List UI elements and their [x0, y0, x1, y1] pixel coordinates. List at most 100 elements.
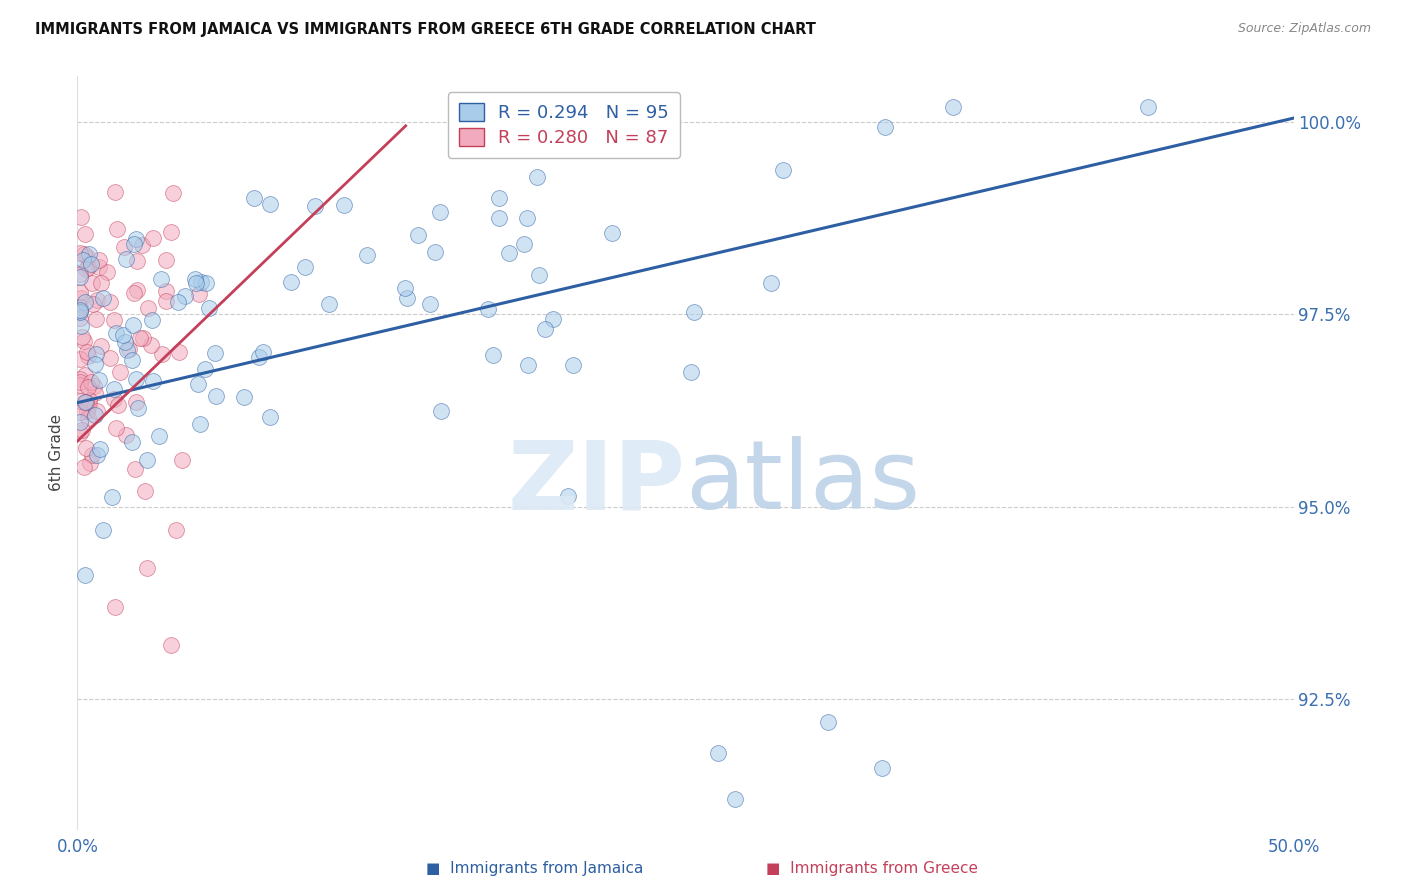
Point — [86, 293, 108, 307]
Point — [77, 349, 100, 363]
Point — [304, 199, 326, 213]
Point — [160, 638, 183, 652]
Point — [488, 211, 510, 225]
Point — [73, 395, 96, 409]
Point — [173, 289, 195, 303]
Point — [419, 297, 441, 311]
Point — [280, 276, 302, 290]
Text: Source: ZipAtlas.com: Source: ZipAtlas.com — [1237, 22, 1371, 36]
Point — [82, 297, 104, 311]
Point — [139, 338, 162, 352]
Point — [87, 373, 110, 387]
Point — [166, 294, 188, 309]
Point — [513, 237, 536, 252]
Point — [131, 238, 153, 252]
Point — [160, 225, 183, 239]
Point — [121, 353, 143, 368]
Point — [75, 394, 97, 409]
Point — [142, 230, 165, 244]
Point — [162, 186, 184, 201]
Point — [543, 312, 565, 326]
Point — [534, 322, 557, 336]
Point — [104, 421, 127, 435]
Point — [394, 281, 416, 295]
Point — [125, 284, 148, 298]
Point — [318, 297, 340, 311]
Point — [83, 379, 105, 393]
Point — [152, 346, 174, 360]
Point — [76, 403, 98, 417]
Point — [194, 276, 217, 290]
Point — [105, 326, 128, 341]
Point — [69, 415, 91, 429]
Point — [69, 372, 91, 386]
Point — [121, 434, 143, 449]
Point — [132, 330, 155, 344]
Point — [125, 395, 148, 409]
Point — [91, 523, 114, 537]
Point — [77, 260, 100, 275]
Point — [498, 246, 520, 260]
Point — [124, 236, 146, 251]
Point — [167, 345, 190, 359]
Point — [155, 252, 177, 267]
Point — [529, 268, 551, 282]
Point — [86, 404, 108, 418]
Point — [142, 374, 165, 388]
Point — [69, 285, 91, 300]
Point — [69, 305, 91, 319]
Point — [759, 276, 782, 290]
Point — [707, 746, 730, 760]
Point — [247, 350, 270, 364]
Point — [134, 484, 156, 499]
Point — [69, 425, 91, 440]
Point — [69, 291, 91, 305]
Point — [204, 346, 226, 360]
Point — [141, 313, 163, 327]
Point — [125, 253, 148, 268]
Point — [72, 423, 94, 437]
Point — [136, 453, 159, 467]
Point — [488, 191, 510, 205]
Point — [682, 305, 704, 319]
Point — [86, 448, 108, 462]
Point — [72, 330, 94, 344]
Point — [148, 429, 170, 443]
Point — [115, 428, 138, 442]
Point — [69, 303, 91, 318]
Point — [817, 714, 839, 729]
Point — [115, 252, 138, 267]
Point — [110, 365, 132, 379]
Point — [136, 301, 159, 315]
Point — [75, 227, 97, 241]
Point — [69, 318, 91, 333]
Point — [557, 489, 579, 503]
Point — [1136, 99, 1159, 113]
Point — [332, 198, 354, 212]
Point — [128, 331, 150, 345]
Point — [873, 120, 896, 135]
Point — [103, 313, 125, 327]
Point — [83, 409, 105, 423]
Point — [77, 392, 100, 407]
Point — [76, 410, 98, 425]
Point — [96, 265, 118, 279]
Point — [127, 401, 149, 416]
Point — [75, 261, 97, 276]
Point — [872, 761, 894, 775]
Point — [84, 346, 107, 360]
Point — [103, 392, 125, 406]
Point — [184, 272, 207, 286]
Point — [516, 211, 538, 225]
Point — [124, 462, 146, 476]
Point — [187, 377, 209, 392]
Point — [104, 185, 127, 199]
Point — [429, 204, 451, 219]
Point — [73, 568, 96, 582]
Point — [122, 285, 145, 300]
Point — [165, 523, 187, 537]
Point — [149, 272, 172, 286]
Point — [87, 252, 110, 267]
Point — [105, 222, 128, 236]
Point — [125, 372, 148, 386]
